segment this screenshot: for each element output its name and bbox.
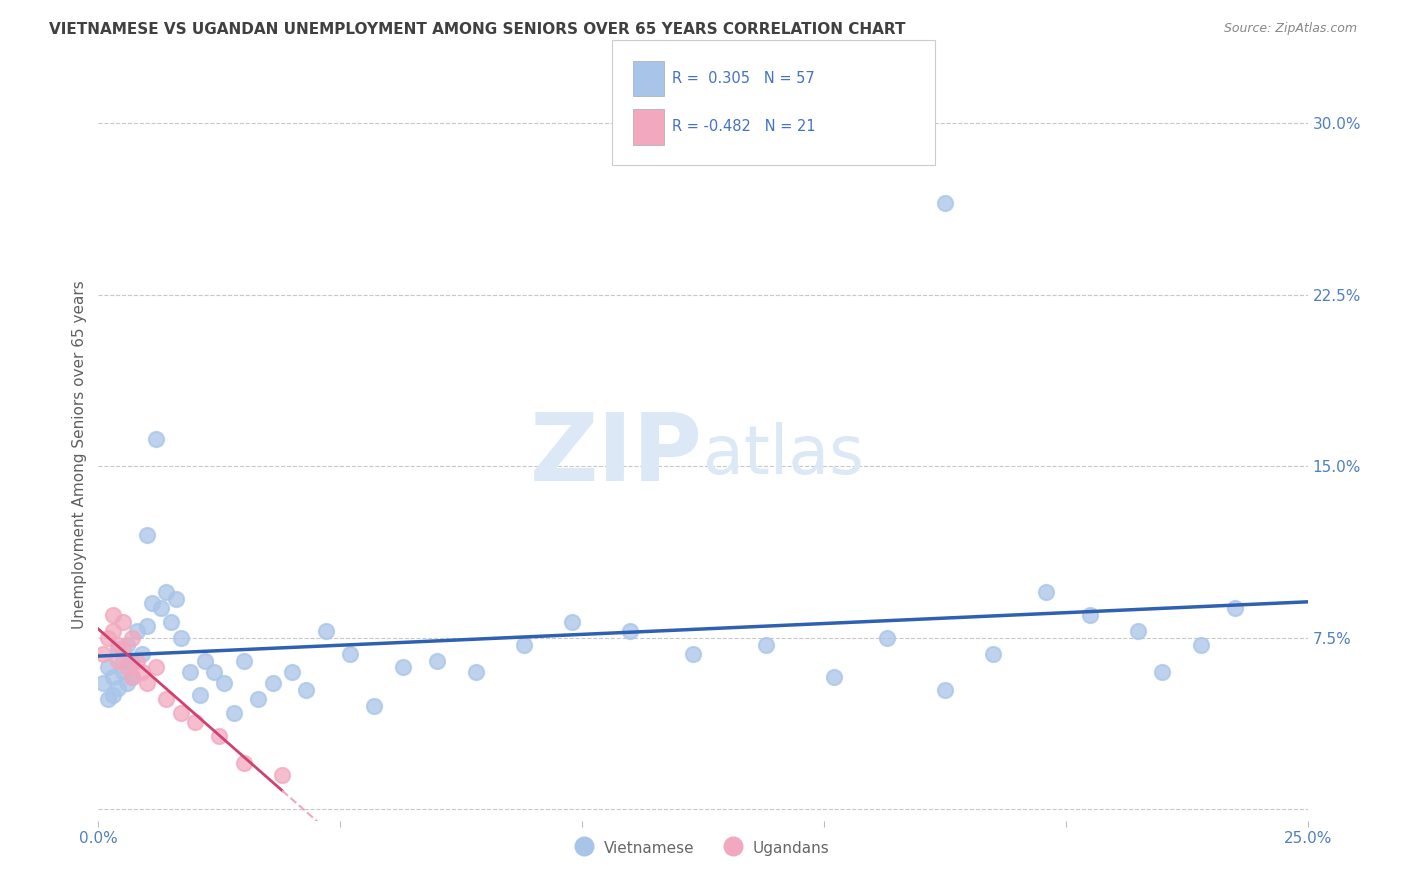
Point — [145, 432, 167, 446]
Point — [111, 642, 134, 657]
Point — [179, 665, 201, 679]
Point — [101, 607, 124, 622]
Point — [204, 665, 226, 679]
Point — [97, 631, 120, 645]
Point — [876, 631, 898, 645]
Point — [91, 647, 114, 661]
Point — [682, 647, 704, 661]
Point — [232, 654, 254, 668]
Point — [160, 615, 183, 629]
Point — [169, 631, 191, 645]
Text: VIETNAMESE VS UGANDAN UNEMPLOYMENT AMONG SENIORS OVER 65 YEARS CORRELATION CHART: VIETNAMESE VS UGANDAN UNEMPLOYMENT AMONG… — [49, 22, 905, 37]
Text: Source: ZipAtlas.com: Source: ZipAtlas.com — [1223, 22, 1357, 36]
Point — [339, 647, 361, 661]
Text: R = -0.482   N = 21: R = -0.482 N = 21 — [672, 120, 815, 134]
Point — [145, 660, 167, 674]
Point — [131, 647, 153, 661]
Point — [464, 665, 486, 679]
Point — [117, 660, 139, 674]
Point — [97, 692, 120, 706]
Point — [194, 654, 217, 668]
Point — [135, 619, 157, 633]
Point — [247, 692, 270, 706]
Point — [823, 670, 845, 684]
Point — [755, 638, 778, 652]
Point — [117, 638, 139, 652]
Point — [1189, 638, 1212, 652]
Point — [101, 688, 124, 702]
Point — [392, 660, 415, 674]
Point — [184, 715, 207, 730]
Point — [91, 676, 114, 690]
Point — [107, 642, 129, 657]
Point — [315, 624, 337, 638]
Point — [121, 670, 143, 684]
Y-axis label: Unemployment Among Seniors over 65 years: Unemployment Among Seniors over 65 years — [72, 281, 87, 629]
Point — [135, 676, 157, 690]
Point — [426, 654, 449, 668]
Point — [101, 624, 124, 638]
Point — [262, 676, 284, 690]
Point — [232, 756, 254, 771]
Point — [165, 591, 187, 606]
Point — [188, 688, 211, 702]
Text: R =  0.305   N = 57: R = 0.305 N = 57 — [672, 71, 815, 86]
Point — [169, 706, 191, 721]
Point — [131, 665, 153, 679]
Point — [107, 654, 129, 668]
Point — [111, 665, 134, 679]
Point — [561, 615, 583, 629]
Point — [271, 768, 294, 782]
Point — [101, 670, 124, 684]
Point — [97, 660, 120, 674]
Point — [121, 631, 143, 645]
Point — [281, 665, 304, 679]
Point — [934, 683, 956, 698]
Legend: Vietnamese, Ugandans: Vietnamese, Ugandans — [576, 838, 830, 857]
Point — [222, 706, 245, 721]
Point — [1223, 601, 1246, 615]
Point — [121, 654, 143, 668]
Point — [135, 528, 157, 542]
Text: atlas: atlas — [703, 422, 863, 488]
Point — [1078, 607, 1101, 622]
Point — [513, 638, 536, 652]
Point — [295, 683, 318, 698]
Point — [111, 654, 134, 668]
Point — [212, 676, 235, 690]
Point — [107, 638, 129, 652]
Point — [141, 597, 163, 611]
Point — [107, 681, 129, 695]
Point — [1152, 665, 1174, 679]
Point — [208, 729, 231, 743]
Point — [121, 670, 143, 684]
Point — [150, 601, 173, 615]
Point — [155, 585, 177, 599]
Point — [363, 699, 385, 714]
Point — [127, 624, 149, 638]
Point — [934, 196, 956, 211]
Point — [117, 676, 139, 690]
Point — [981, 647, 1004, 661]
Text: ZIP: ZIP — [530, 409, 703, 501]
Point — [155, 692, 177, 706]
Point — [1128, 624, 1150, 638]
Point — [619, 624, 641, 638]
Point — [1035, 585, 1057, 599]
Point — [111, 615, 134, 629]
Point — [127, 654, 149, 668]
